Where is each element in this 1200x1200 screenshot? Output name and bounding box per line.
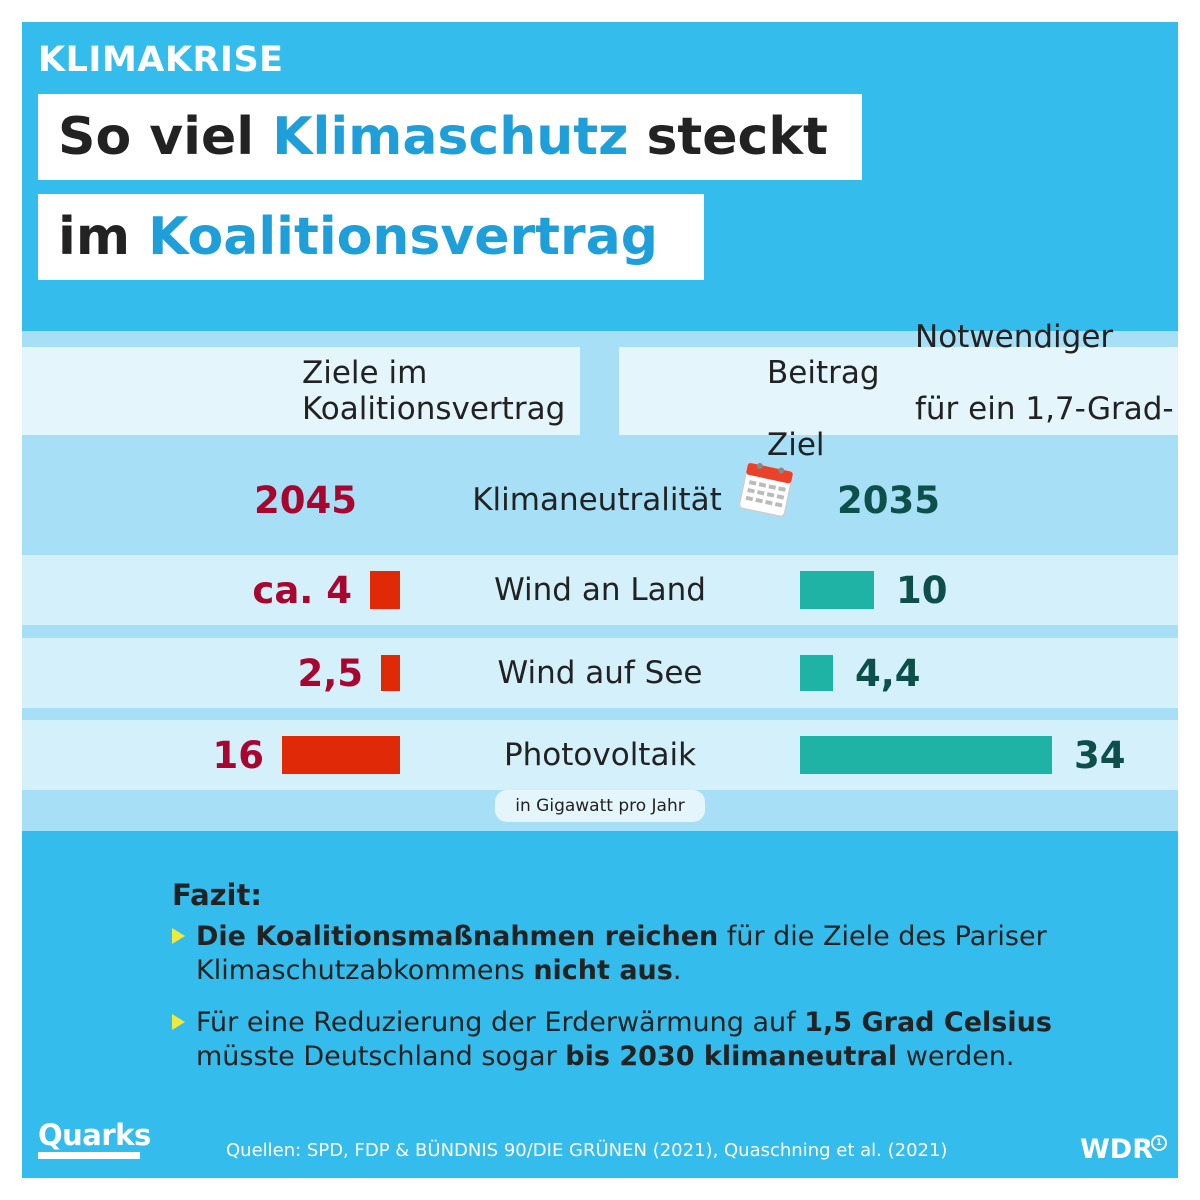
bullet-bold: bis 2030 klimaneutral [565,1041,898,1072]
bar-required [800,736,1052,774]
bar-required [800,655,833,691]
title-text: steckt [628,107,828,167]
bullet-bold: nicht aus [533,955,673,986]
title-line-2: im Koalitionsvertrag [38,194,704,280]
title-line-1: So viel Klimaschutz steckt [38,94,862,180]
quarks-logo-underline [38,1152,140,1159]
header-right-line-2: für ein 1,7-Grad-Ziel [767,391,1174,463]
value-label-coalition: ca. 4 [252,568,352,612]
value-label-required: 10 [896,568,948,612]
bar-required [800,571,874,609]
bullet-bold: 1,5 Grad Celsius [804,1007,1052,1038]
bullet-bold: Die Koalitionsmaßnahmen reichen [196,921,719,952]
header-right-line-1: Notwendiger Beitrag [767,319,1114,391]
category-label: Photovoltaik [503,737,697,773]
wdr-logo: WDR [1080,1134,1153,1165]
conclusion-title: Fazit: [172,878,262,912]
bullet-text: müsste Deutschland sogar [196,1041,566,1072]
triangle-bullet-icon [172,928,185,944]
bar-coalition [381,655,400,691]
bullet-text: für die Ziele des Pariser Klimaschutzabk… [196,921,1047,986]
value-label-required: 2035 [837,478,940,522]
value-label-required: 34 [1074,733,1126,777]
infographic: KLIMAKRISE So viel Klimaschutz steckt im… [22,22,1178,1178]
bullet-text: . [672,955,682,986]
category-label: Wind auf See [497,655,703,691]
chart-row: Wind auf See 2,5 4,4 [22,638,1178,708]
value-label-coalition: 16 [212,733,265,777]
value-label-coalition: 2045 [254,478,357,522]
wdr-logo-mark: 1 [1151,1135,1167,1151]
bar-coalition [282,736,400,774]
calendar-icon [738,462,794,518]
category-label: Klimaneutralität [472,482,722,518]
title-highlight: Koalitionsvertrag [148,207,658,267]
kicker: KLIMAKRISE [38,40,284,80]
chart-row: Klimaneutralität 2045 2035 [22,467,1178,533]
title-text: im [58,207,149,267]
header-left-line-1: Ziele im [302,355,428,391]
chart-panel: Ziele im Koalitionsvertrag Notwendiger Be… [22,319,1178,831]
bullet-text: Für eine Reduzierung der Erderwärmung au… [196,1007,805,1038]
header-left-line-2: Koalitionsvertrag [302,391,566,427]
triangle-bullet-icon [172,1014,185,1030]
title-text: So viel [58,107,273,167]
chart-row: Photovoltaik 16 34 [22,720,1178,790]
category-label: Wind an Land [494,572,706,608]
value-label-coalition: 2,5 [297,651,363,695]
conclusion: Fazit: Die Koalitionsmaßnahmen reichen f… [172,878,1122,1092]
conclusion-bullet-1: Die Koalitionsmaßnahmen reichen für die … [172,920,1122,988]
unit-label: in Gigawatt pro Jahr [495,790,705,822]
conclusion-bullet-2: Für eine Reduzierung der Erderwärmung au… [172,1006,1122,1074]
bullet-text: werden. [897,1041,1015,1072]
value-label-required: 4,4 [855,651,921,695]
header-left: Ziele im Koalitionsvertrag [22,347,580,435]
header-right: Notwendiger Beitrag für ein 1,7-Grad-Ziel [619,319,1178,463]
quarks-logo: Quarks [38,1118,151,1152]
title-highlight: Klimaschutz [272,107,629,167]
bar-coalition [370,571,400,609]
source-note: Quellen: SPD, FDP & BÜNDNIS 90/DIE GRÜNE… [226,1140,948,1161]
chart-row: Wind an Land ca. 4 10 [22,555,1178,625]
